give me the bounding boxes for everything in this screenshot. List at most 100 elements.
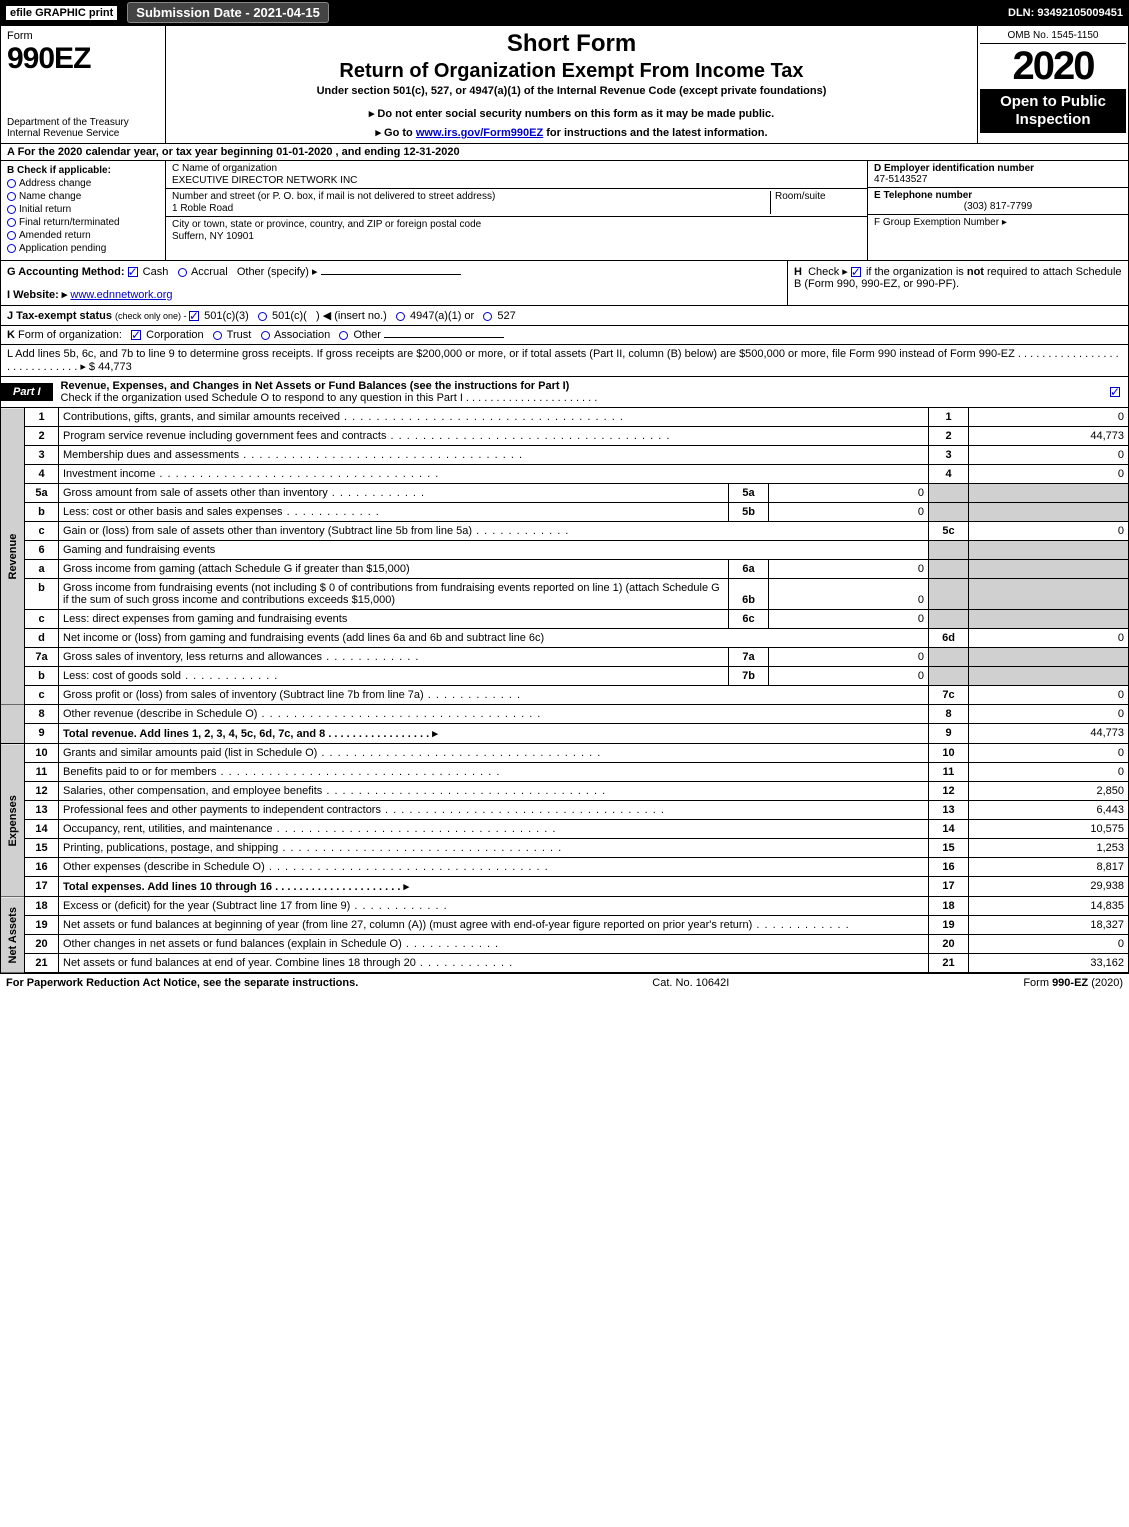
footer-left: For Paperwork Reduction Act Notice, see … [6,977,358,989]
c-street-value: 1 Roble Road [172,203,766,214]
table-row: Expenses 10 Grants and similar amounts p… [1,744,1129,763]
c-name-value: EXECUTIVE DIRECTOR NETWORK INC [172,175,861,186]
header-left: Form 990EZ Department of the Treasury In… [1,26,166,143]
omb-number: OMB No. 1545-1150 [980,28,1126,44]
k-other-checkbox[interactable] [339,331,348,340]
g-accrual-label: Accrual [191,266,228,278]
form-word: Form [7,30,159,42]
h-checkbox[interactable] [851,267,861,277]
row-g-h: G Accounting Method: Cash Accrual Other … [0,261,1129,306]
k-corporation-checkbox[interactable] [131,330,141,340]
table-row: 20Other changes in net assets or fund ba… [1,935,1129,954]
g-other-label: Other (specify) ▸ [237,266,318,278]
table-row: 6 Gaming and fundraising events [1,541,1129,560]
line-desc: Contributions, gifts, grants, and simila… [59,408,929,427]
h-check-text: H Check ▸ if the organization is not req… [794,266,1122,290]
footer-center: Cat. No. 10642I [652,977,729,989]
return-title: Return of Organization Exempt From Incom… [174,60,969,83]
header-right: OMB No. 1545-1150 2020 Open to Public In… [978,26,1128,143]
column-def: D Employer identification number 47-5143… [868,161,1128,260]
form-number: 990EZ [7,42,159,76]
chk-final-return[interactable]: Final return/terminated [7,217,159,228]
table-row: b Gross income from fundraising events (… [1,579,1129,610]
row-l-gross-receipts: L Add lines 5b, 6c, and 7b to line 9 to … [0,345,1129,377]
chk-application-pending[interactable]: Application pending [7,243,159,254]
revenue-side-label: Revenue [1,408,25,705]
line-val: 0 [969,408,1129,427]
efile-badge: efile GRAPHIC print [6,6,117,20]
top-bar: efile GRAPHIC print Submission Date - 20… [0,0,1129,25]
e-phone-value: (303) 817-7799 [874,201,1122,212]
d-ein-value: 47-5143527 [874,174,1122,185]
chk-amended-return[interactable]: Amended return [7,230,159,241]
f-group-exemption: F Group Exemption Number ▸ [874,217,1122,228]
dept-irs: Internal Revenue Service [7,128,159,139]
tax-year: 2020 [980,44,1126,89]
table-row: 21Net assets or fund balances at end of … [1,954,1129,973]
table-row: 17Total expenses. Add lines 10 through 1… [1,877,1129,897]
table-row: 5a Gross amount from sale of assets othe… [1,484,1129,503]
table-row: d Net income or (loss) from gaming and f… [1,629,1129,648]
line-num: 1 [25,408,59,427]
net-assets-side-label: Net Assets [1,897,25,973]
form-header: Form 990EZ Department of the Treasury In… [0,25,1129,144]
table-row: 3 Membership dues and assessments 3 0 [1,446,1129,465]
j-4947-checkbox[interactable] [396,312,405,321]
row-k-form-of-org: K Form of organization: Corporation Trus… [0,326,1129,345]
g-accrual-checkbox[interactable] [178,268,187,277]
j-501c3-checkbox[interactable] [189,311,199,321]
part-i-label: Part I [1,383,53,401]
table-row: 19Net assets or fund balances at beginni… [1,916,1129,935]
part-i-title: Revenue, Expenses, and Changes in Net As… [61,380,570,392]
chk-initial-return[interactable]: Initial return [7,204,159,215]
table-row: 16Other expenses (describe in Schedule O… [1,858,1129,877]
footer: For Paperwork Reduction Act Notice, see … [0,973,1129,992]
k-association-checkbox[interactable] [261,331,270,340]
c-street-label: Number and street (or P. O. box, if mail… [172,191,766,202]
line-box: 1 [929,408,969,427]
table-row: 14Occupancy, rent, utilities, and mainte… [1,820,1129,839]
c-city-label: City or town, state or province, country… [172,219,861,230]
dln-text: DLN: 93492105009451 [1008,7,1123,19]
table-row: b Less: cost or other basis and sales ex… [1,503,1129,522]
goto-prefix: ▸ Go to [375,127,415,139]
chk-name-change[interactable]: Name change [7,191,159,202]
footer-right: Form 990-EZ (2020) [1023,977,1123,989]
chk-address-change[interactable]: Address change [7,178,159,189]
info-grid: B Check if applicable: Address change Na… [0,161,1129,261]
dept-treasury: Department of the Treasury [7,117,159,128]
table-row: c Gain or (loss) from sale of assets oth… [1,522,1129,541]
table-row: 15Printing, publications, postage, and s… [1,839,1129,858]
i-website-link[interactable]: www.ednnetwork.org [70,289,172,301]
j-501c-checkbox[interactable] [258,312,267,321]
table-row: Revenue 1 Contributions, gifts, grants, … [1,408,1129,427]
table-row: 2 Program service revenue including gove… [1,427,1129,446]
e-phone-label: E Telephone number [874,190,1122,201]
expenses-side-label: Expenses [1,744,25,897]
part-i-schedule-o-checkbox[interactable] [1110,387,1120,397]
part-i-header: Part I Revenue, Expenses, and Changes in… [0,377,1129,408]
b-title: B Check if applicable: [7,165,159,176]
g-label: G Accounting Method: [7,266,125,278]
table-row: Net Assets 18 Excess or (deficit) for th… [1,897,1129,916]
net-assets-table: Net Assets 18 Excess or (deficit) for th… [0,897,1129,973]
expenses-table: Expenses 10 Grants and similar amounts p… [0,744,1129,897]
header-center: Short Form Return of Organization Exempt… [166,26,978,143]
goto-line: ▸ Go to www.irs.gov/Form990EZ for instru… [174,126,969,139]
c-room-label: Room/suite [771,191,861,214]
table-row: b Less: cost of goods sold 7b 0 [1,667,1129,686]
g-cash-checkbox[interactable] [128,267,138,277]
c-city-value: Suffern, NY 10901 [172,231,861,242]
goto-link[interactable]: www.irs.gov/Form990EZ [416,127,543,139]
table-row: 7a Gross sales of inventory, less return… [1,648,1129,667]
d-ein-label: D Employer identification number [874,163,1122,174]
i-website-label: I Website: ▸ [7,289,67,301]
table-row: a Gross income from gaming (attach Sched… [1,560,1129,579]
c-name-label: C Name of organization [172,163,861,174]
k-trust-checkbox[interactable] [213,331,222,340]
row-j-tax-exempt: J Tax-exempt status (check only one) - 5… [0,306,1129,326]
j-527-checkbox[interactable] [483,312,492,321]
revenue-table: Revenue 1 Contributions, gifts, grants, … [0,408,1129,744]
submission-date-button[interactable]: Submission Date - 2021-04-15 [127,2,329,23]
row-a-tax-year: A For the 2020 calendar year, or tax yea… [0,144,1129,161]
